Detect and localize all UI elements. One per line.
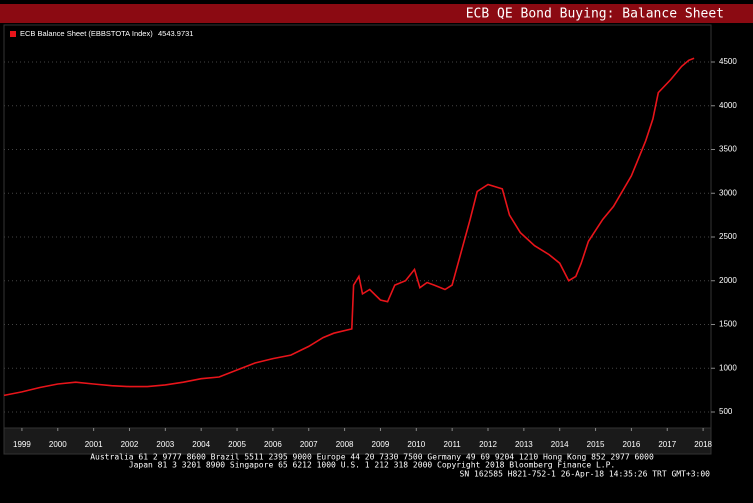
x-tick-label: 2015	[587, 440, 605, 449]
y-tick-label: 500	[719, 407, 733, 416]
y-tick-label: 1000	[719, 363, 737, 372]
x-tick-label: 2012	[479, 440, 497, 449]
x-axis-band	[3, 427, 712, 455]
data-line	[3, 57, 695, 397]
x-tick-label: 2013	[515, 440, 533, 449]
plot-frame	[3, 24, 712, 429]
x-tick-label: 2005	[228, 440, 246, 449]
y-tick-label: 2500	[719, 232, 737, 241]
x-tick-label: 2000	[49, 440, 67, 449]
y-tick-label: 3500	[719, 145, 737, 154]
chart-title: ECB QE Bond Buying: Balance Sheet	[466, 7, 724, 22]
x-tick-label: 2008	[336, 440, 354, 449]
x-tick-label: 2018	[694, 440, 712, 449]
x-tick-label: 2011	[444, 440, 462, 449]
x-tick-label: 2010	[407, 440, 425, 449]
y-tick-label: 4500	[719, 57, 737, 66]
legend-label: ECB Balance Sheet (EBBSTOTA Index)	[20, 29, 153, 38]
x-tick-label: 2009	[372, 440, 390, 449]
y-tick-label: 1500	[719, 320, 737, 329]
x-tick-label: 2001	[85, 440, 103, 449]
x-tick-label: 2007	[300, 440, 318, 449]
x-tick-label: 2003	[156, 440, 174, 449]
y-tick-label: 2000	[719, 276, 737, 285]
footer-line: Australia 61 2 9777 8600 Brazil 5511 239…	[90, 453, 654, 462]
x-tick-label: 2002	[121, 440, 139, 449]
x-tick-label: 2004	[192, 440, 210, 449]
x-tick-label: 2016	[623, 440, 641, 449]
header-bar	[0, 4, 753, 23]
legend-swatch	[10, 31, 16, 37]
x-tick-label: 2017	[658, 440, 676, 449]
x-tick-label: 1999	[13, 440, 31, 449]
footer-line: Japan 81 3 3201 8900 Singapore 65 6212 1…	[129, 461, 615, 470]
x-tick-label: 2014	[551, 440, 569, 449]
y-tick-label: 4000	[719, 101, 737, 110]
footer-line: SN 162585 H821-752-1 26-Apr-18 14:35:26 …	[460, 470, 711, 479]
x-tick-label: 2006	[264, 440, 282, 449]
legend-last-value: 4543.9731	[158, 29, 193, 38]
y-tick-label: 3000	[719, 188, 737, 197]
